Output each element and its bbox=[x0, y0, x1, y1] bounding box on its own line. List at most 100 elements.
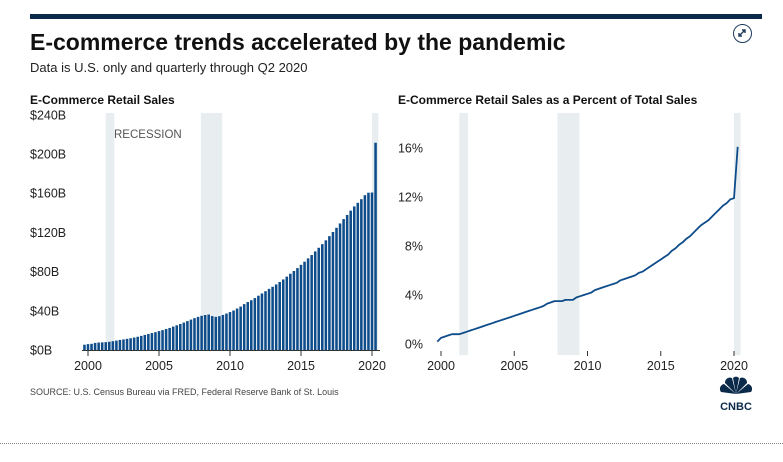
right-chart-title: E-Commerce Retail Sales as a Percent of … bbox=[398, 93, 698, 107]
bar bbox=[246, 302, 250, 350]
bar bbox=[132, 337, 136, 350]
x-tick-label: 2015 bbox=[287, 359, 315, 373]
bar bbox=[179, 324, 182, 350]
bar bbox=[310, 255, 313, 350]
y-tick-label: 12% bbox=[398, 191, 423, 205]
bar bbox=[253, 298, 257, 350]
bar bbox=[228, 312, 232, 350]
bar bbox=[296, 268, 299, 350]
recession-band-0 bbox=[105, 113, 115, 350]
bar bbox=[104, 342, 108, 350]
x-tick-label: 2005 bbox=[145, 359, 173, 373]
bar bbox=[203, 315, 207, 350]
bar bbox=[108, 341, 111, 350]
bar bbox=[331, 232, 335, 350]
bar bbox=[271, 286, 274, 350]
bar bbox=[285, 276, 289, 350]
bar bbox=[264, 291, 267, 350]
bar bbox=[281, 279, 285, 350]
bar bbox=[157, 331, 161, 350]
bar bbox=[161, 330, 164, 350]
bar bbox=[196, 316, 200, 350]
x-tick-label: 2020 bbox=[358, 359, 386, 373]
cnbc-wordmark: CNBC bbox=[720, 401, 752, 412]
bar bbox=[86, 344, 90, 350]
expand-arrows-glyph bbox=[738, 29, 746, 37]
bar bbox=[235, 308, 239, 350]
bar bbox=[313, 251, 317, 350]
cnbc-peacock-logo: CNBC bbox=[719, 376, 753, 412]
recession-label: RECESSION bbox=[114, 129, 182, 141]
bar bbox=[122, 339, 125, 350]
bar bbox=[349, 210, 352, 350]
bar bbox=[221, 314, 225, 350]
bar bbox=[154, 332, 157, 350]
bar bbox=[150, 333, 154, 350]
bar bbox=[218, 316, 221, 350]
bar bbox=[129, 338, 132, 350]
y-tick-label: $0B bbox=[30, 344, 52, 358]
bar bbox=[100, 342, 104, 350]
bar bbox=[111, 341, 115, 350]
bar bbox=[83, 344, 86, 350]
bar bbox=[97, 342, 100, 350]
expand-arrows-icon[interactable] bbox=[733, 24, 752, 43]
bar bbox=[317, 247, 321, 350]
recession-band-1 bbox=[200, 113, 223, 350]
bar bbox=[189, 319, 193, 350]
page-title: E-commerce trends accelerated by the pan… bbox=[30, 29, 566, 55]
bar bbox=[260, 293, 264, 350]
bar bbox=[168, 327, 171, 350]
x-tick-label: 2000 bbox=[427, 359, 455, 373]
bar bbox=[267, 288, 271, 350]
bar bbox=[139, 335, 143, 350]
y-tick-label: 4% bbox=[405, 289, 423, 303]
bar bbox=[136, 336, 139, 350]
bar bbox=[352, 206, 356, 350]
bar bbox=[125, 338, 129, 350]
y-tick-label: $160B bbox=[30, 187, 66, 201]
series-line bbox=[436, 146, 739, 343]
bar bbox=[321, 244, 324, 350]
bar bbox=[324, 240, 328, 350]
bar bbox=[274, 284, 278, 350]
bar bbox=[210, 316, 214, 350]
bar bbox=[186, 321, 189, 350]
bar bbox=[342, 219, 345, 350]
left-chart-title: E-Commerce Retail Sales bbox=[30, 93, 175, 107]
recession-band-0 bbox=[459, 113, 469, 355]
recession-band-2 bbox=[734, 113, 741, 355]
bar bbox=[232, 310, 235, 350]
bar bbox=[250, 300, 253, 350]
bar bbox=[90, 343, 93, 350]
bar bbox=[335, 227, 338, 350]
y-tick-label: $120B bbox=[30, 226, 66, 240]
bar bbox=[299, 264, 303, 350]
y-tick-label: $240B bbox=[30, 108, 66, 122]
source-note: SOURCE: U.S. Census Bureau via FRED, Fed… bbox=[30, 387, 339, 397]
bar bbox=[360, 199, 363, 350]
bar bbox=[338, 223, 342, 350]
bar bbox=[363, 195, 367, 350]
x-tick-label: 2000 bbox=[74, 359, 102, 373]
bar bbox=[164, 329, 168, 350]
bar bbox=[115, 340, 118, 350]
top-accent-bar bbox=[30, 14, 762, 19]
x-tick-label: 2010 bbox=[574, 359, 602, 373]
bar bbox=[356, 202, 360, 350]
bar bbox=[200, 315, 203, 350]
y-tick-label: $40B bbox=[30, 304, 59, 318]
bar bbox=[93, 342, 97, 350]
x-tick-label: 2010 bbox=[216, 359, 244, 373]
bar bbox=[367, 192, 370, 350]
bar bbox=[214, 316, 218, 350]
recession-band-1 bbox=[557, 113, 580, 355]
y-tick-label: $200B bbox=[30, 148, 66, 162]
bar bbox=[239, 306, 242, 350]
bar bbox=[225, 313, 228, 350]
bar bbox=[182, 322, 186, 350]
bar bbox=[257, 295, 260, 350]
y-tick-label: 0% bbox=[405, 338, 423, 352]
bar bbox=[278, 281, 281, 350]
bar bbox=[242, 304, 246, 350]
